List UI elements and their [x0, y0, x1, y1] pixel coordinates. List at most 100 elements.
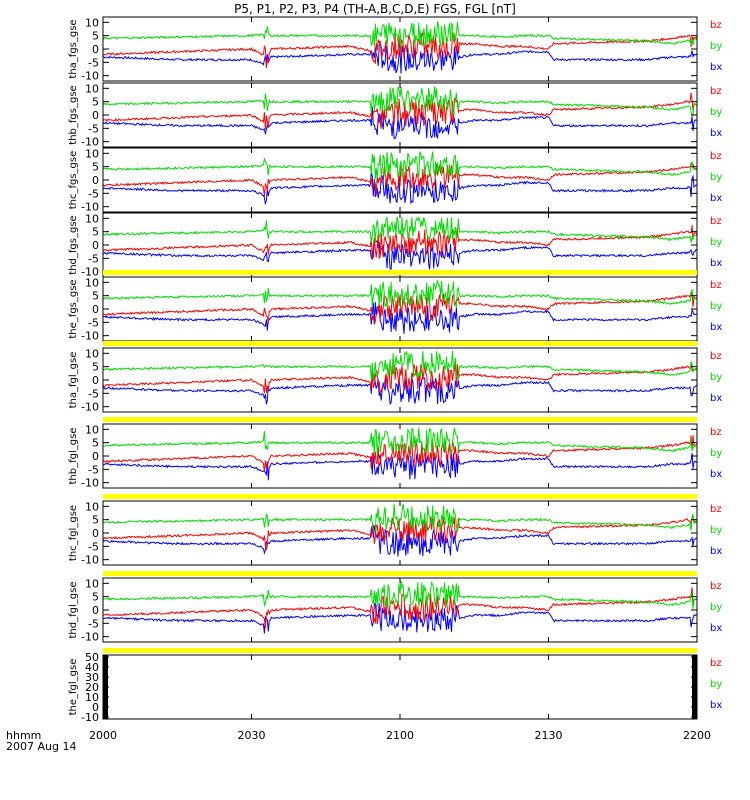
status-bar — [103, 648, 697, 653]
y-axis-label: thc_fgl_gse — [68, 505, 79, 561]
legend-by: by — [710, 525, 722, 536]
legend-bz: bz — [710, 427, 722, 438]
status-bar — [103, 571, 697, 576]
legend-bx: bx — [710, 128, 722, 139]
legend-bx: bx — [710, 193, 722, 204]
legend-bz: bz — [710, 504, 722, 515]
y-tick-label: 10 — [85, 147, 99, 160]
y-tick-label: 10 — [85, 276, 99, 289]
legend-by: by — [710, 679, 722, 690]
x-tick-label: 2000 — [89, 729, 117, 742]
y-axis-label: tha_fgl_gse — [68, 352, 79, 409]
y-tick-label: -10 — [81, 631, 99, 644]
legend-bx: bx — [710, 258, 722, 269]
panel-frame — [102, 654, 698, 720]
legend-by: by — [710, 372, 722, 383]
y-tick-label: 0 — [92, 604, 99, 617]
y-tick-label: -10 — [81, 554, 99, 567]
series-by-thd_fgl_gse — [102, 580, 698, 610]
series-by-thc_fgs_gse — [103, 151, 698, 180]
legend-by: by — [710, 602, 722, 613]
y-tick-label: 0 — [92, 374, 99, 387]
x-tick-label: 2130 — [535, 729, 563, 742]
series-bz-thb_fgs_gse — [102, 92, 698, 130]
legend-by: by — [710, 448, 722, 459]
y-axis-label: thb_fgl_gse — [68, 428, 79, 485]
y-tick-label: 0 — [92, 450, 99, 463]
series-bx-the_fgs_gse — [102, 301, 698, 334]
legend-by: by — [710, 107, 722, 118]
y-axis-label: thb_fgs_gse — [68, 85, 79, 144]
legend-by: by — [710, 172, 722, 183]
x-tick-label: 2030 — [238, 729, 266, 742]
series-by-thd_fgs_gse — [102, 215, 698, 244]
y-tick-label: 10 — [85, 691, 99, 704]
y-tick-label: 50 — [85, 651, 99, 664]
series-bz-thb_fgl_gse — [102, 435, 697, 473]
y-tick-label: -5 — [88, 540, 99, 553]
x-axis-label: hhmm — [6, 729, 41, 742]
legend-by: by — [710, 237, 722, 248]
y-tick-label: 10 — [85, 347, 99, 360]
panel-frame — [102, 212, 698, 278]
series-bz-thd_fgs_gse — [102, 225, 698, 261]
series-bx-thc_fgs_gse — [102, 172, 698, 205]
x-tick-label: 2200 — [683, 729, 711, 742]
panel-edge-right — [692, 655, 697, 719]
y-tick-label: 5 — [92, 96, 99, 109]
series-by-thb_fgl_gse — [102, 427, 698, 455]
series-by-the_fgs_gse — [102, 278, 698, 309]
y-tick-label: 5 — [92, 591, 99, 604]
status-bar — [103, 417, 697, 422]
y-tick-label: -10 — [81, 266, 99, 279]
legend-bz: bz — [710, 351, 722, 362]
x-axis: hhmm 2007 Aug 14 2000 2030 2100 2130 2200 — [6, 729, 711, 753]
y-tick-label: 10 — [85, 423, 99, 436]
panel-edge-left — [103, 655, 108, 719]
series-bx-thb_fgs_gse — [102, 106, 698, 140]
y-axis-label: thd_fgl_gse — [68, 582, 79, 639]
legend-by: by — [710, 41, 722, 52]
y-tick-label: -5 — [88, 617, 99, 630]
y-tick-label: -10 — [81, 477, 99, 490]
y-tick-label: 0 — [92, 239, 99, 252]
legend-bx: bx — [710, 393, 722, 404]
y-tick-label: -5 — [88, 56, 99, 69]
legend-bx: bx — [710, 322, 722, 333]
y-tick-label: 5 — [92, 437, 99, 450]
y-tick-label: 0 — [92, 109, 99, 122]
y-axis-label: tha_fgs_gse — [68, 19, 79, 78]
y-tick-label: -5 — [88, 387, 99, 400]
legend-bx: bx — [710, 623, 722, 634]
y-tick-label: 5 — [92, 226, 99, 239]
y-tick-label: 0 — [92, 174, 99, 187]
y-tick-label: 10 — [85, 82, 99, 95]
y-tick-label: 30 — [85, 671, 99, 684]
y-axis-label: the_fgs_gse — [68, 279, 79, 338]
legend-bz: bz — [710, 151, 722, 162]
series-bz-the_fgs_gse — [102, 291, 698, 325]
series-bz-thc_fgs_gse — [102, 162, 698, 198]
legend-bz: bz — [710, 280, 722, 291]
y-tick-label: -10 — [81, 70, 99, 83]
legend-bz: bz — [710, 658, 722, 669]
y-tick-label: 0 — [92, 701, 99, 714]
status-bar — [103, 270, 697, 275]
series-by-thc_fgl_gse — [102, 503, 698, 533]
legend-bx: bx — [710, 700, 722, 711]
status-bar — [103, 341, 697, 346]
y-tick-label: 5 — [92, 30, 99, 43]
y-axis-label: thd_fgs_gse — [68, 215, 79, 274]
legend-bz: bz — [710, 20, 722, 31]
y-tick-label: 5 — [92, 514, 99, 527]
